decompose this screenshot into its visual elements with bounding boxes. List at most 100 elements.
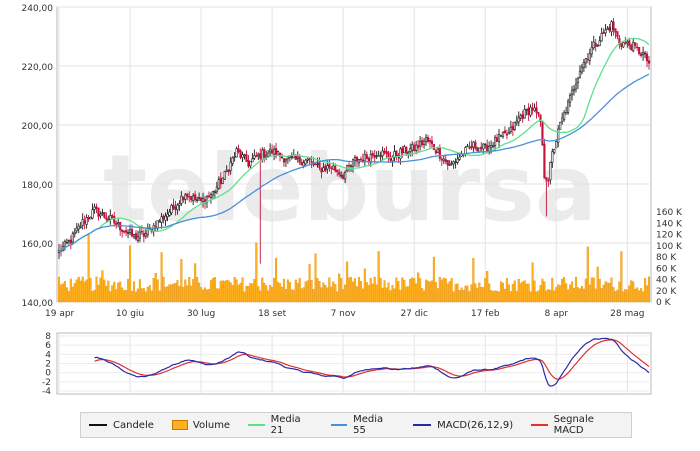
volume-bar bbox=[81, 276, 84, 303]
candle-body bbox=[559, 122, 562, 130]
volume-bar bbox=[117, 282, 120, 303]
candle-body bbox=[168, 211, 171, 216]
candle-body bbox=[103, 212, 106, 218]
volume-bar bbox=[482, 287, 485, 303]
volume-bar bbox=[426, 280, 430, 303]
volume-bar bbox=[184, 279, 187, 303]
volume-bar bbox=[503, 289, 506, 303]
candle-body bbox=[493, 137, 497, 146]
candle-body bbox=[57, 250, 61, 254]
volume-bar bbox=[553, 290, 556, 303]
volume-bar bbox=[101, 270, 104, 303]
candle-body bbox=[576, 78, 580, 84]
candle-body bbox=[286, 156, 289, 160]
candle-body bbox=[332, 165, 335, 170]
volume-bar bbox=[182, 286, 185, 303]
volume-bar bbox=[434, 282, 437, 303]
volume-bar bbox=[294, 279, 297, 303]
volume-bar bbox=[280, 286, 284, 303]
candle-body bbox=[109, 215, 112, 220]
volume-bar bbox=[306, 280, 309, 303]
candle-body bbox=[578, 71, 582, 79]
volume-bar bbox=[594, 288, 597, 303]
volume-bar bbox=[519, 283, 522, 303]
candle-body bbox=[176, 204, 179, 211]
candle-body bbox=[640, 53, 643, 56]
chart-legend: Candele Volume Media 21 Media 55 MACD(26… bbox=[80, 412, 632, 438]
volume-bar bbox=[438, 276, 441, 303]
candle-body bbox=[186, 193, 189, 197]
volume-bar bbox=[225, 280, 228, 303]
volume-bars bbox=[57, 234, 651, 303]
volume-bar bbox=[529, 291, 532, 303]
candle-body bbox=[529, 107, 532, 116]
volume-bar bbox=[170, 284, 173, 303]
candle-body bbox=[182, 196, 185, 201]
candle-body bbox=[440, 158, 443, 161]
price-tick-label: 200,00 bbox=[22, 122, 54, 132]
volume-bar bbox=[642, 291, 645, 303]
candle-body bbox=[217, 179, 220, 189]
volume-bar bbox=[77, 276, 80, 303]
volume-bar bbox=[557, 284, 560, 303]
candle-body bbox=[557, 128, 560, 143]
candle-body bbox=[201, 198, 205, 202]
volume-bar bbox=[509, 291, 512, 303]
volume-bar bbox=[65, 287, 68, 303]
volume-bar bbox=[57, 276, 61, 303]
volume-bar bbox=[158, 290, 161, 303]
volume-bar bbox=[229, 282, 232, 303]
candle-body bbox=[271, 149, 274, 154]
candle-body bbox=[395, 150, 398, 157]
volume-bar bbox=[580, 285, 583, 303]
candle-body bbox=[107, 219, 110, 221]
volume-bar bbox=[203, 287, 207, 303]
candle-body bbox=[209, 193, 213, 198]
volume-bar bbox=[113, 281, 116, 303]
candle-body bbox=[99, 213, 102, 217]
candle-body bbox=[363, 153, 366, 162]
volume-bar bbox=[99, 277, 102, 303]
volume-tick-label: 100 K bbox=[656, 242, 683, 252]
candle-body bbox=[474, 141, 477, 149]
volume-bar bbox=[543, 281, 546, 303]
candle-body bbox=[87, 217, 90, 220]
volume-bar bbox=[618, 281, 621, 303]
volume-bar bbox=[91, 291, 94, 303]
date-tick-label: 17 feb bbox=[471, 309, 500, 319]
volume-bar bbox=[494, 290, 497, 303]
candle-body bbox=[243, 154, 246, 157]
candle-body bbox=[85, 217, 88, 225]
volume-bar bbox=[186, 285, 189, 303]
candle-body bbox=[105, 217, 108, 220]
candle-body bbox=[567, 100, 570, 113]
volume-bar bbox=[523, 280, 526, 303]
volume-bar bbox=[200, 287, 203, 303]
volume-bar bbox=[462, 290, 465, 303]
candle-body bbox=[359, 158, 362, 161]
volume-bar bbox=[351, 281, 355, 303]
candle-body bbox=[340, 174, 343, 177]
volume-bar bbox=[582, 288, 585, 303]
candle-body bbox=[223, 171, 226, 180]
volume-bar bbox=[300, 288, 303, 303]
candle-body bbox=[123, 230, 126, 233]
volume-bar bbox=[332, 281, 335, 303]
candle-body bbox=[636, 46, 639, 49]
volume-bar bbox=[578, 288, 581, 303]
volume-bar bbox=[69, 278, 72, 303]
signal-macd-line bbox=[94, 339, 650, 380]
volume-bar bbox=[146, 286, 149, 303]
volume-bar bbox=[213, 277, 216, 303]
volume-bar bbox=[480, 286, 483, 303]
candle-body bbox=[399, 148, 402, 159]
volume-bar bbox=[251, 283, 254, 303]
candle-body bbox=[450, 162, 453, 165]
volume-bar bbox=[486, 271, 489, 303]
volume-bar bbox=[533, 280, 536, 303]
volume-bar bbox=[436, 288, 439, 303]
volume-bar bbox=[407, 286, 410, 303]
candle-body bbox=[166, 213, 169, 218]
volume-bar bbox=[419, 278, 422, 303]
candle-body bbox=[486, 144, 489, 152]
